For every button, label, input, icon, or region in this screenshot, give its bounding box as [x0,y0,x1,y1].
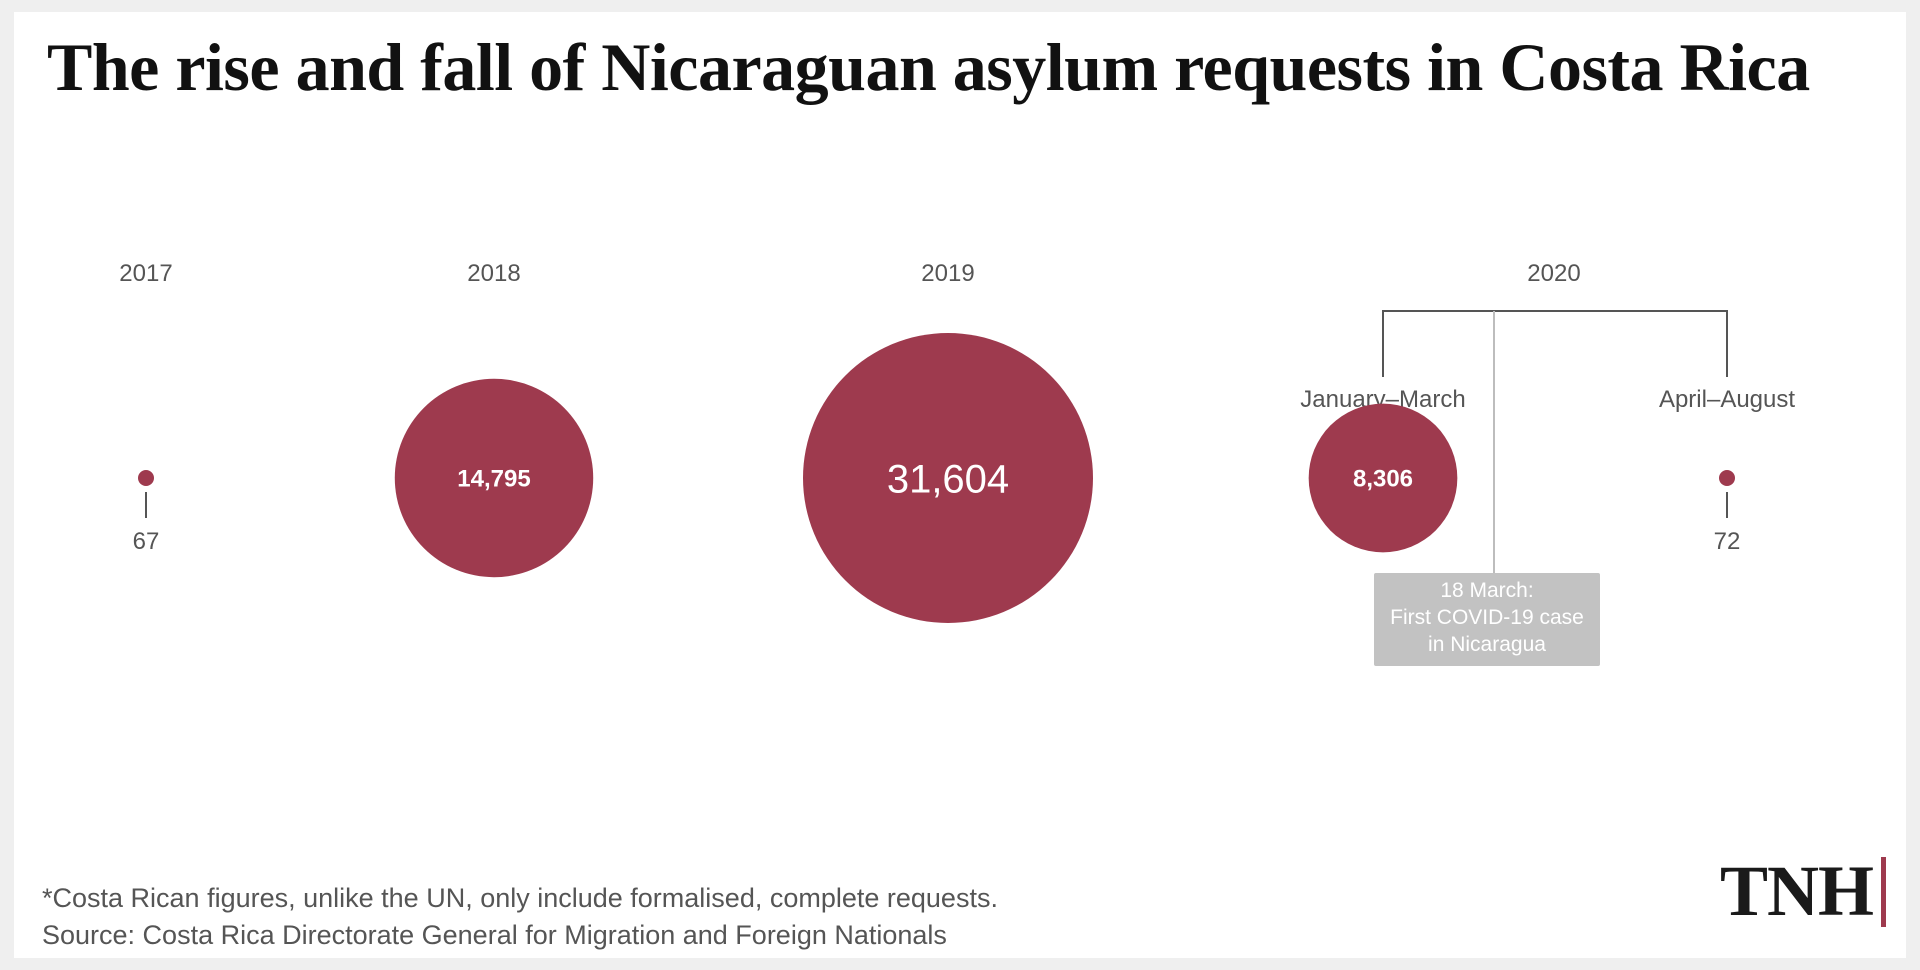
bracket-2020 [1382,310,1728,377]
year-label-2019: 2019 [921,260,974,287]
footnote-source: Source: Costa Rica Directorate General f… [42,920,947,950]
tnh-logo: TNH [1720,850,1887,933]
bubble-2017 [138,470,154,486]
footnote: *Costa Rican figures, unlike the UN, onl… [42,880,998,954]
annotation-text-1: 18 March: [1440,579,1533,602]
bubble-chart: 201767201814,795201931,6042020January–Ma… [119,260,1795,666]
chart-card: The rise and fall of Nicaraguan asylum r… [14,12,1906,958]
annotation-text-2: First COVID-19 case [1390,606,1584,629]
year-label-2017: 2017 [119,260,172,287]
chart-title: The rise and fall of Nicaraguan asylum r… [47,29,1810,105]
annotation-text-3: in Nicaragua [1428,633,1546,656]
bubble-2020-2 [1719,470,1735,486]
value-label-2020-2: 72 [1714,528,1741,555]
logo-text: TNH [1720,851,1874,931]
year-label-2018: 2018 [467,260,520,287]
value-label-2019: 31,604 [887,457,1009,501]
footnote-note: *Costa Rican figures, unlike the UN, onl… [42,883,998,913]
value-label-2018: 14,795 [457,466,530,493]
logo-bar [1881,856,1887,927]
bubble-2018 [394,378,594,578]
period-label-2020-2: April–August [1659,386,1795,413]
value-label-2020-1: 8,306 [1353,466,1413,493]
annotation-box [1374,573,1600,666]
year-label-2020: 2020 [1527,260,1580,287]
bubble-2019 [803,333,1093,623]
bubble-2020-1 [1308,403,1458,553]
value-label-2017: 67 [133,528,160,555]
